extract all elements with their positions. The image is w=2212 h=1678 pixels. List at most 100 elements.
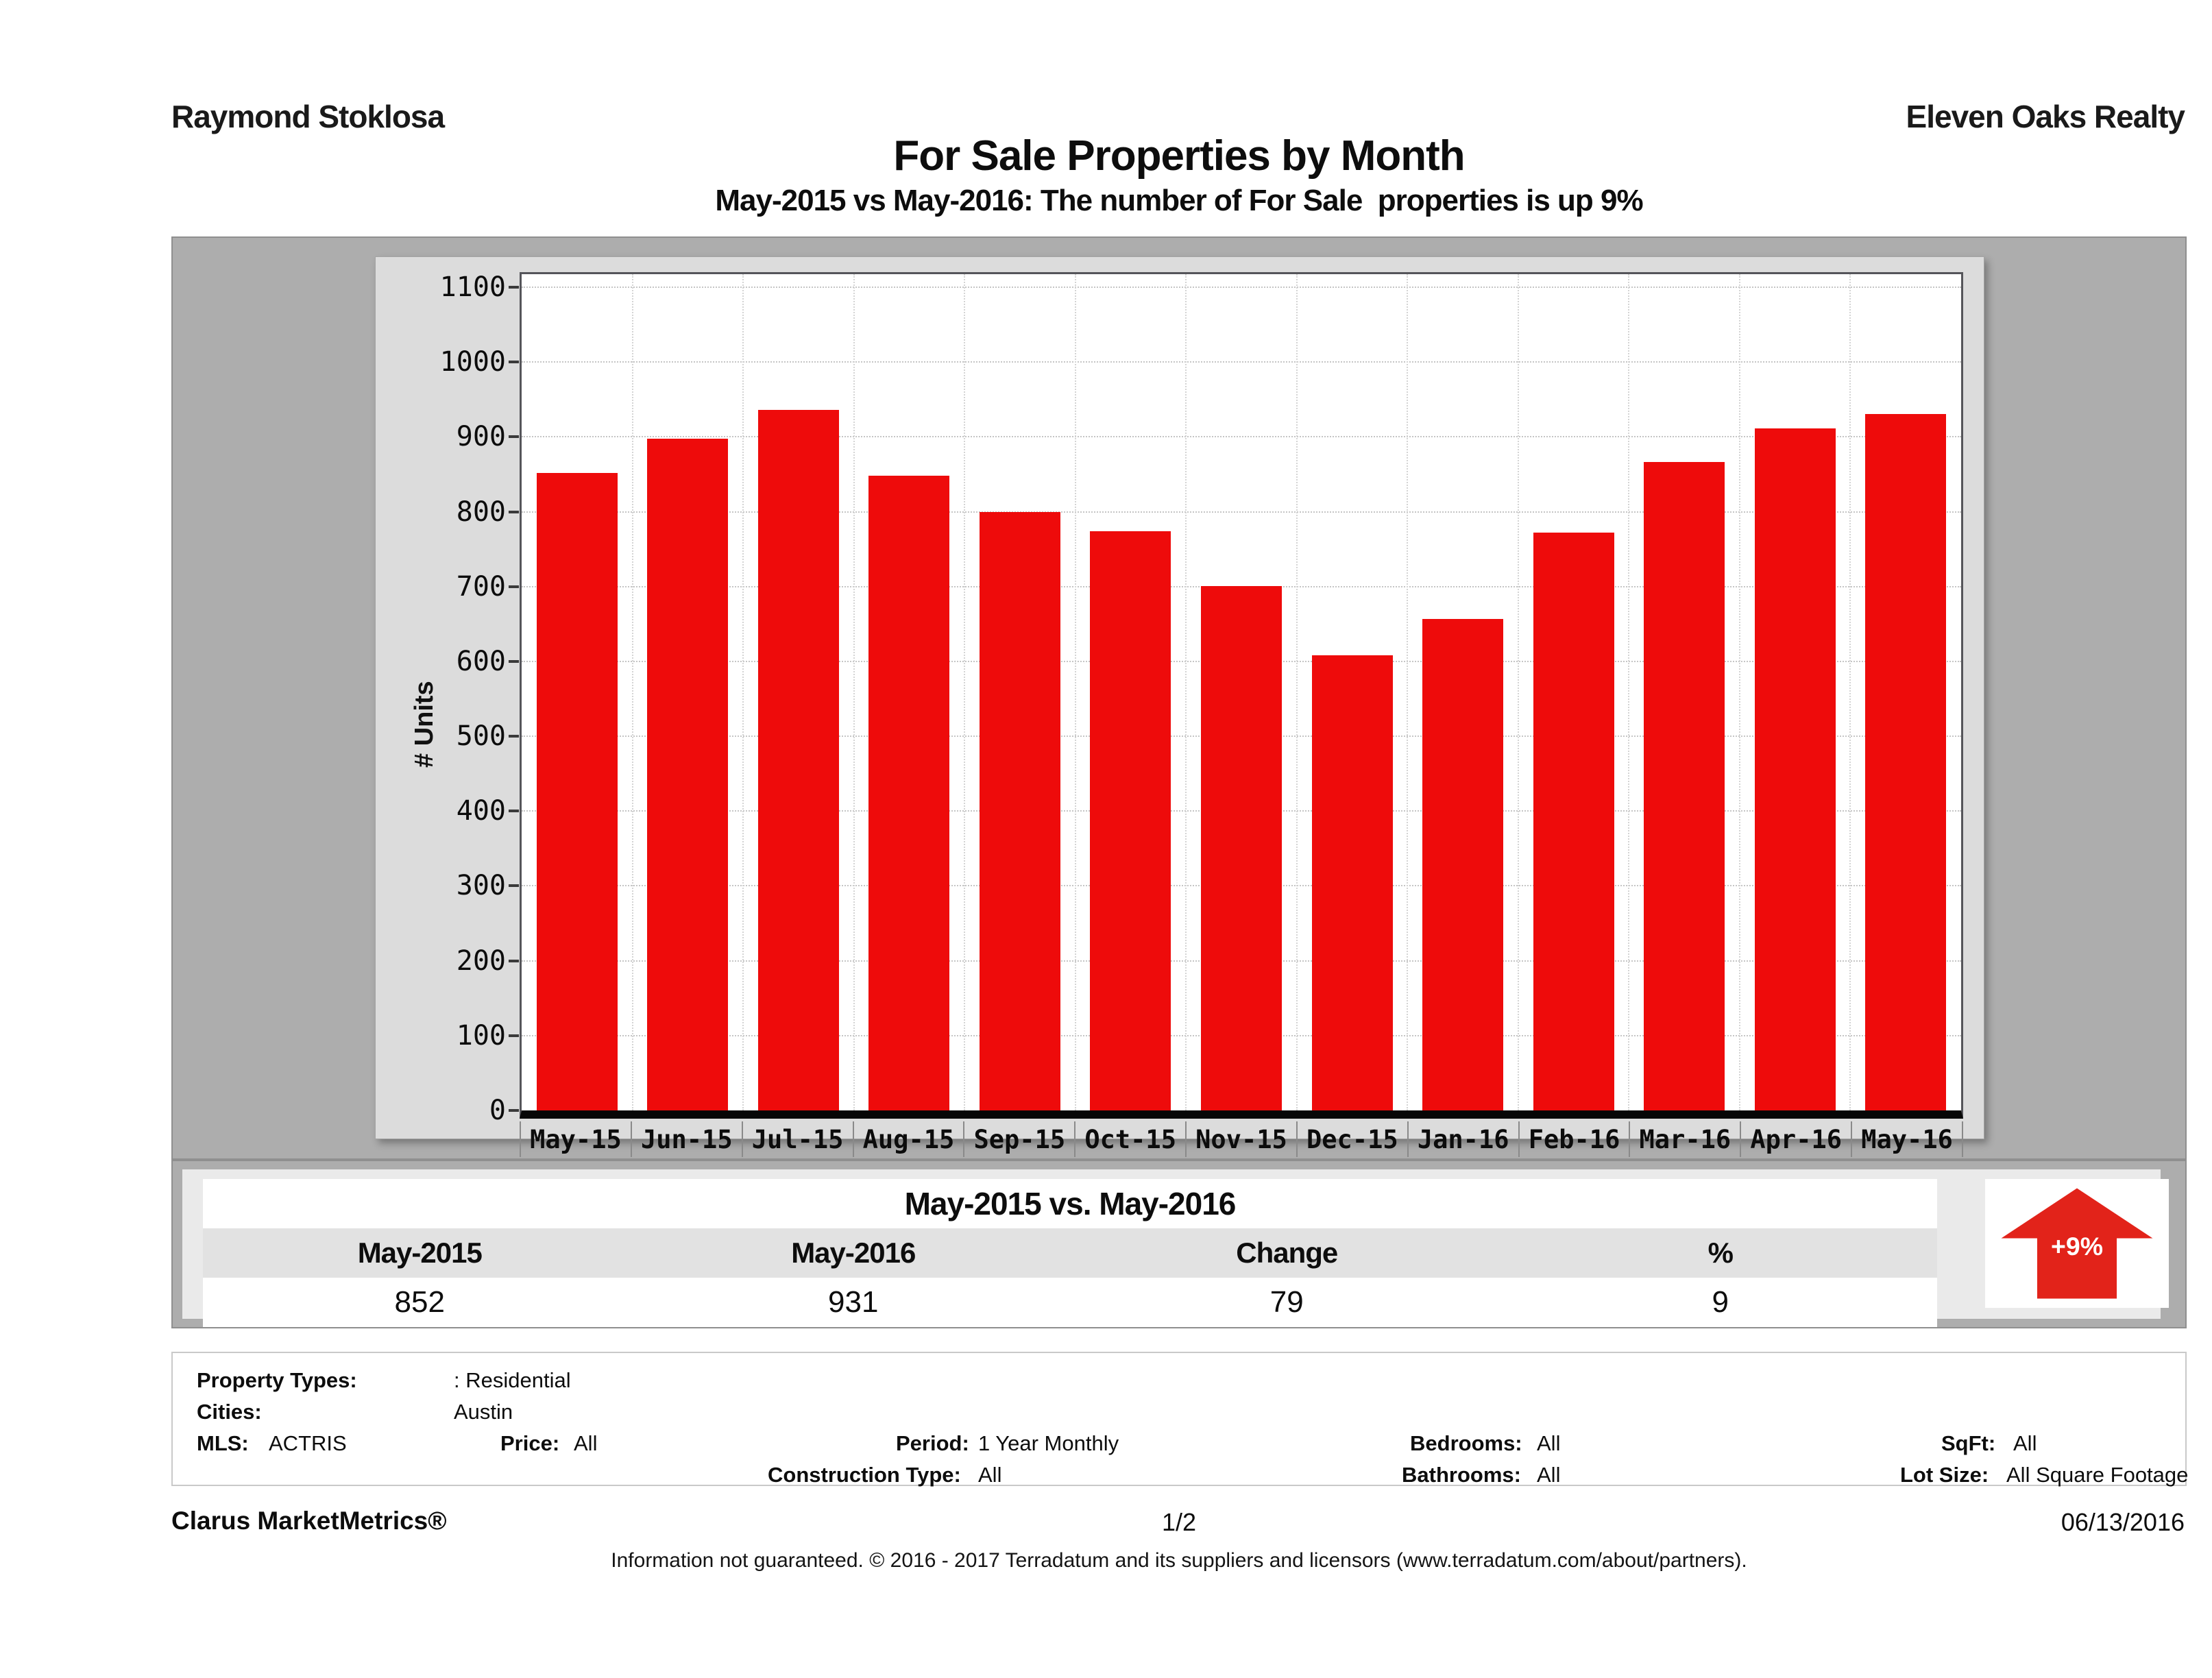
comparison-value-cell: 9 [1712,1285,1729,1319]
trend-badge: +9% [1985,1179,2169,1308]
y-tick-label: 600 [456,645,506,677]
comparison-table: May-2015 vs. May-2016 May-2015 May-2016 … [203,1179,1937,1327]
svg-text:+9%: +9% [2051,1232,2103,1261]
x-tick-label: Nov-15 [1187,1121,1298,1157]
y-tick-label: 900 [456,421,506,453]
x-tick-label: Jul-15 [743,1121,854,1157]
bar [757,410,839,1110]
y-tick-mark [509,735,519,738]
gridline-vertical [1628,274,1630,1110]
y-tick-label: 0 [489,1095,506,1126]
gridline-vertical [631,274,633,1110]
comparison-header-cell: May-2015 [357,1237,483,1269]
y-tick-mark [509,585,519,588]
y-tick-mark [509,286,519,289]
up-arrow-icon: +9% [2001,1188,2153,1299]
footer-disclaimer: Information not guaranteed. © 2016 - 201… [611,1549,1747,1572]
y-tick-mark [509,810,519,813]
bathrooms-value: All [1537,1463,1561,1487]
footer-product-name: Clarus MarketMetrics® [171,1507,447,1535]
price-value: All [574,1431,598,1455]
bar [1644,462,1725,1110]
gridline-vertical [1517,274,1519,1110]
chart-plot-container: # Units 0 100 200 300 400 500 600 700 800 900 1000… [375,256,1984,1157]
sqft-value: All [2013,1431,2037,1455]
y-tick-label: 300 [456,870,506,902]
gridline-horizontal [522,287,1961,288]
gridline-vertical [853,274,855,1110]
y-tick-mark [509,1109,519,1112]
page-title: For Sale Properties by Month [893,132,1465,180]
gridline-horizontal [522,511,1961,513]
y-tick-mark [509,510,519,513]
gridline-vertical [1738,274,1740,1110]
x-tick-label: Jun-15 [632,1121,743,1157]
comparison-header-cell: % [1707,1237,1734,1269]
x-axis-labels: May-15 Jun-15 Jul-15 Aug-15 Sep-15 Oct-15 Nov-… [520,1121,1963,1157]
bar [1865,414,1947,1110]
mls-value: ACTRIS [269,1431,347,1455]
bedrooms-value: All [1537,1431,1561,1455]
x-tick-label: Feb-16 [1520,1121,1631,1157]
y-tick-mark [509,1034,519,1037]
gridline-vertical [1074,274,1076,1110]
period-label: Period: [896,1431,969,1455]
y-tick-mark [509,959,519,962]
gridline-vertical [742,274,744,1110]
cities-label: Cities: [197,1400,262,1424]
bar [1422,619,1504,1110]
property-types-label: Property Types: [197,1368,357,1392]
comparison-header-cell: May-2016 [791,1237,916,1269]
bar [1311,655,1393,1110]
footer-page-number: 1/2 [1161,1508,1197,1536]
y-tick-label: 400 [456,795,506,827]
x-tick-label: Sep-15 [964,1121,1076,1157]
x-tick-label: May-16 [1852,1121,1963,1157]
lot-size-label: Lot Size: [1900,1463,1989,1487]
bedrooms-label: Bedrooms: [1410,1431,1522,1455]
bar [979,512,1060,1110]
y-tick-mark [509,361,519,364]
mls-label: MLS: [197,1431,249,1455]
comparison-data-row: 852 931 79 9 [203,1278,1937,1327]
price-label: Price: [500,1431,560,1455]
comparison-header-row: May-2015 May-2016 Change % [203,1228,1937,1278]
bar [647,439,729,1110]
y-tick-label: 700 [456,570,506,603]
gridline-vertical [1407,274,1409,1110]
agent-name: Raymond Stoklosa [171,99,445,134]
y-tick-label: 500 [456,720,506,753]
y-tick-mark [509,884,519,888]
comparison-title: May-2015 vs. May-2016 [203,1179,1937,1228]
gridline-horizontal [522,361,1961,363]
sqft-label: SqFt: [1941,1431,1996,1455]
y-tick-label: 800 [456,496,506,528]
bathrooms-label: Bathrooms: [1402,1463,1521,1487]
comparison-panel: May-2015 vs. May-2016 May-2015 May-2016 … [171,1160,2187,1328]
x-tick-label: Aug-15 [854,1121,965,1157]
x-tick-label: Jan-16 [1409,1121,1520,1157]
y-tick-label: 100 [456,1019,506,1051]
x-tick-label: Oct-15 [1075,1121,1187,1157]
comparison-panel-inner: May-2015 vs. May-2016 May-2015 May-2016 … [182,1169,2169,1327]
construction-type-value: All [978,1463,1002,1487]
gridline-vertical [1296,274,1298,1110]
construction-type-label: Construction Type: [768,1463,961,1487]
y-axis-ticks [506,274,520,1112]
x-tick-label: Mar-16 [1630,1121,1742,1157]
property-types-value: : Residential [454,1368,571,1392]
bar [1090,531,1171,1110]
footer-date: 06/13/2016 [2061,1508,2185,1536]
bar [1533,533,1614,1110]
lot-size-value: All Square Footage [2006,1463,2189,1487]
period-value: 1 Year Monthly [978,1431,1119,1455]
y-tick-mark [509,659,519,663]
x-tick-label: May-15 [521,1121,632,1157]
plot-area [520,272,1963,1119]
gridline-vertical [1185,274,1187,1110]
comparison-header-cell: Change [1236,1237,1338,1269]
bar [1201,586,1282,1110]
gridline-horizontal [522,436,1961,438]
gridline-vertical [964,274,966,1110]
y-tick-mark [509,435,519,439]
